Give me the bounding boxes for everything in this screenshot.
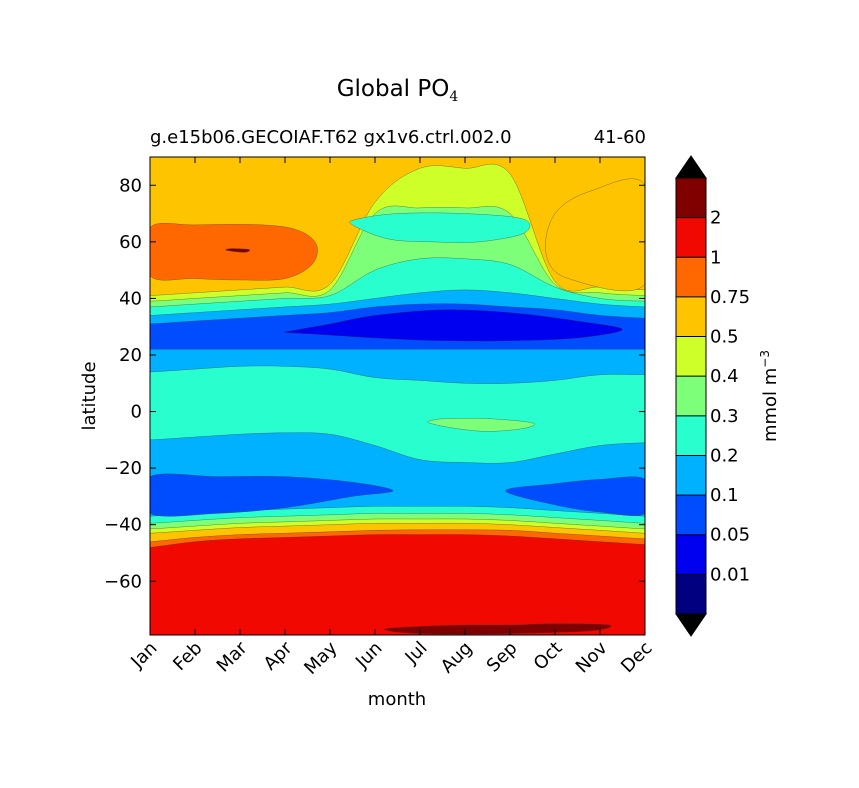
y-tick-label: 20	[119, 345, 142, 366]
colorbar-tick-label: 0.75	[710, 287, 750, 308]
colorbar-segment	[676, 455, 706, 496]
colorbar: 0.01 0.05 0.1 0.2 0.3 0.4 0.5 0.75 1 2	[675, 155, 750, 637]
colorbar-label-units: mmol m	[760, 368, 781, 442]
case-name: g.e15b06.GECOIAF.T62 gx1v6.ctrl.002.0	[150, 127, 512, 148]
x-tick-label: Dec	[617, 638, 656, 677]
y-tick-label: −60	[104, 571, 142, 592]
contour-feature	[150, 473, 394, 517]
contour-band	[150, 534, 645, 635]
y-tick-label: 60	[119, 232, 142, 253]
contour-feature	[545, 178, 645, 292]
colorbar-segment	[676, 178, 706, 218]
contour-feature	[284, 309, 623, 342]
colorbar-tick-label: 2	[710, 208, 721, 229]
colorbar-segment	[676, 376, 706, 416]
colorbar-label-exponent: −3	[758, 350, 772, 368]
x-tick-label: Aug	[437, 638, 477, 678]
year-range: 41-60	[593, 127, 646, 148]
x-tick-label: Feb	[169, 638, 206, 675]
colorbar-segment	[676, 257, 706, 297]
y-tick-label: −20	[104, 458, 142, 479]
contour-feature	[505, 476, 645, 516]
colorbar-extend-min	[675, 613, 707, 637]
x-tick-label: Apr	[260, 637, 297, 674]
y-tick-label: −40	[104, 515, 142, 536]
y-tick-label: 0	[131, 402, 142, 423]
plot-frame	[149, 156, 646, 636]
x-tick-label: Sep	[483, 638, 522, 677]
colorbar-tick-label: 1	[710, 247, 721, 268]
x-tick-label: Jun	[351, 638, 386, 673]
chart-title: Global PO4	[150, 76, 645, 105]
colorbar-tick-label: 0.2	[710, 445, 739, 466]
colorbar-segment	[676, 495, 706, 535]
y-axis-label: latitude	[79, 361, 100, 430]
colorbar-label: mmol m−3	[758, 350, 781, 442]
colorbar-tick-label: 0.5	[710, 327, 739, 348]
y-tick-label: 80	[119, 175, 142, 196]
colorbar-tick-label: 0.05	[710, 525, 750, 546]
colorbar-segment	[676, 574, 706, 614]
contour-feature	[427, 417, 535, 432]
colorbar-tick-label: 0.4	[710, 366, 739, 387]
x-tick-label: Oct	[530, 638, 567, 675]
x-tick-label: May	[300, 637, 341, 678]
colorbar-tick-label: 0.01	[710, 564, 750, 585]
x-tick-label: Nov	[572, 637, 612, 677]
colorbar-extend-max	[675, 155, 707, 179]
contour-feature	[383, 623, 612, 635]
chart-title-text: Global PO	[336, 76, 450, 102]
x-tick-label: Jan	[126, 638, 161, 673]
y-tick-label: 40	[119, 288, 142, 309]
contour-feature	[349, 212, 531, 243]
x-axis-label: month	[368, 689, 426, 710]
x-tick-label: Mar	[213, 637, 252, 676]
colorbar-frame	[675, 177, 707, 615]
colorbar-tick-label: 0.3	[710, 406, 739, 427]
plot-area	[150, 157, 645, 635]
contour-feature	[225, 248, 251, 253]
colorbar-segment	[676, 296, 706, 337]
x-tick-label: Jul	[401, 638, 432, 669]
colorbar-segment	[676, 415, 706, 456]
chart-title-subscript: 4	[449, 89, 459, 105]
colorbar-segment	[676, 217, 706, 258]
colorbar-tick-label: 0.1	[710, 485, 739, 506]
colorbar-segment	[676, 534, 706, 575]
contour-feature	[150, 222, 318, 281]
colorbar-segment	[676, 336, 706, 377]
